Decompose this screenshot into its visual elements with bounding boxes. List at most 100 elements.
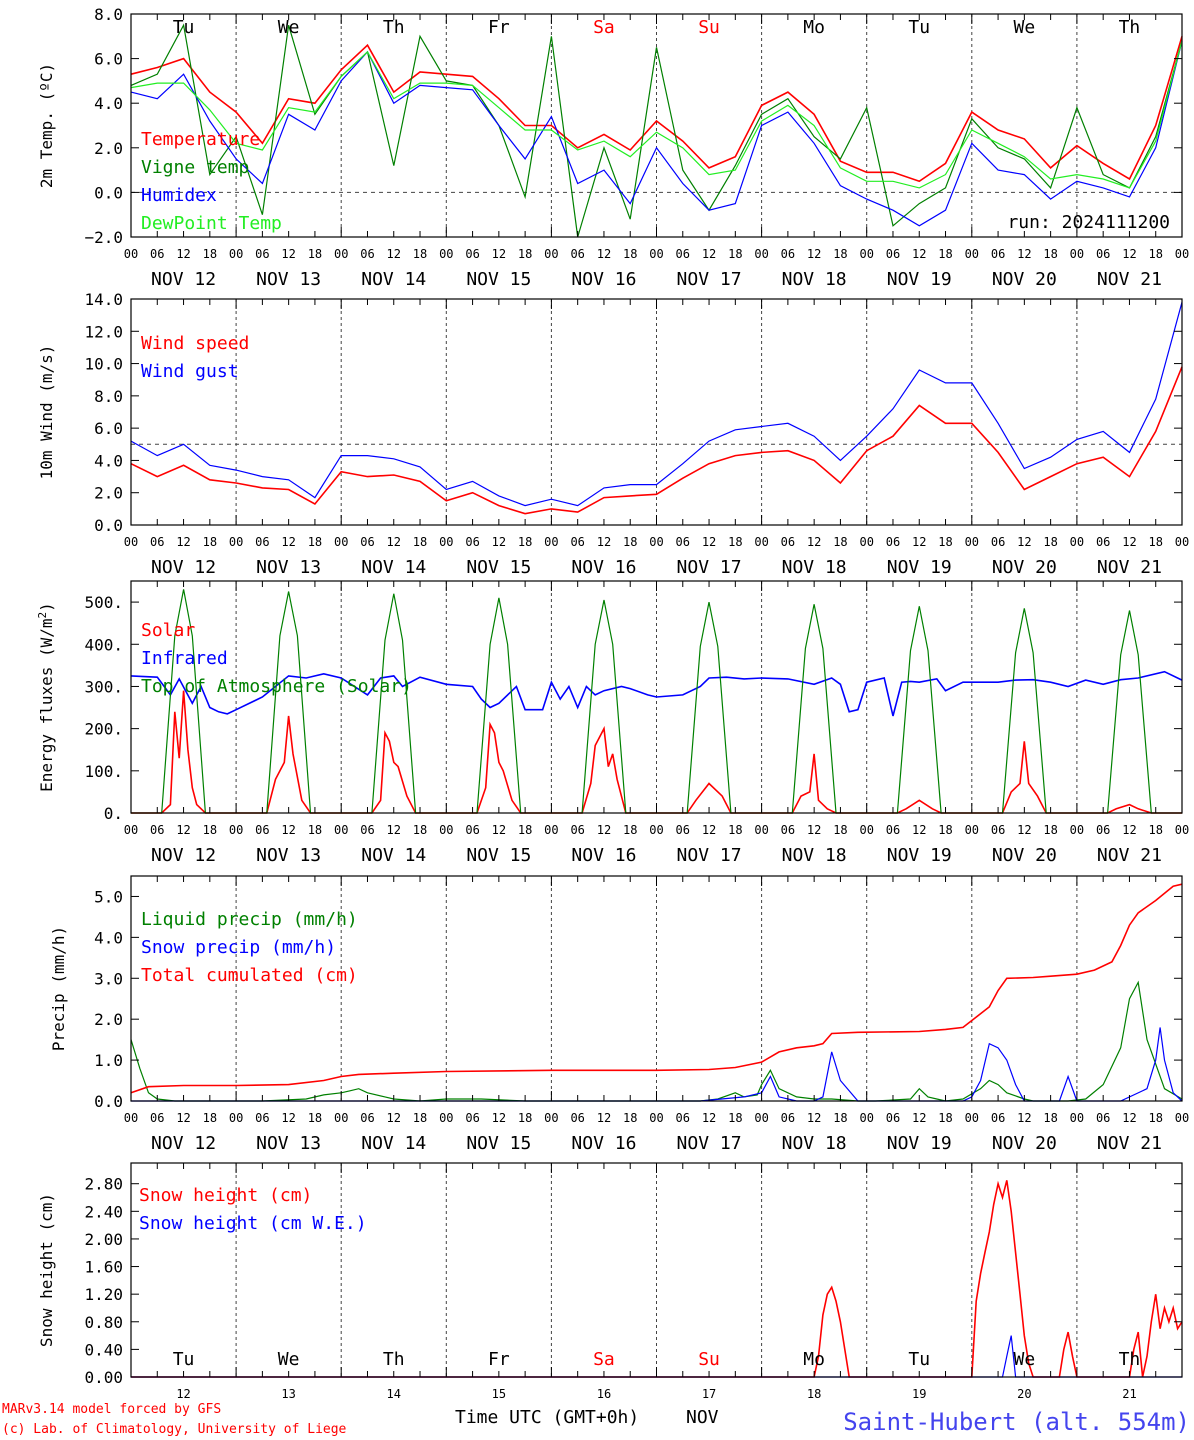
hour-tick-label: 06 (150, 535, 164, 549)
hour-tick-label: 06 (676, 535, 690, 549)
series-line-4 (130, 40, 1183, 189)
hour-tick-label: 06 (781, 535, 795, 549)
footer: Time UTC (GMT+0h) NOV MARv3.14 model for… (2, 1387, 1190, 1437)
hour-tick-label: 00 (965, 247, 979, 261)
bottom-day-number: 19 (912, 1387, 926, 1401)
closing-paren: ) (37, 602, 56, 612)
hour-tick-label: 00 (1070, 535, 1084, 549)
hour-tick-label: 12 (492, 535, 506, 549)
hour-tick-label: 06 (1096, 535, 1110, 549)
y-axis-label: 10m Wind (m/s) (37, 345, 56, 480)
series-line-2 (130, 302, 1183, 507)
y-tick-label: 2.80 (84, 1175, 123, 1194)
day-of-week-top: Mo (803, 17, 825, 38)
hour-tick-label: 12 (807, 1111, 821, 1125)
hour-tick-label: 06 (676, 823, 690, 837)
hour-tick-label: 18 (728, 823, 742, 837)
hour-tick-label: 18 (203, 535, 217, 549)
day-of-week-bottom: We (278, 1349, 300, 1370)
hour-tick-label: 12 (597, 1111, 611, 1125)
hour-tick-label: 00 (334, 535, 348, 549)
bottom-day-number: 16 (597, 1387, 611, 1401)
y-tick-label: 0.40 (84, 1340, 123, 1359)
hour-tick-label: 00 (965, 535, 979, 549)
legend-entry-3: Total cumulated (cm) (141, 965, 358, 986)
hour-tick-label: 18 (728, 1111, 742, 1125)
y-tick-label: 100. (84, 762, 123, 781)
hour-tick-label: 06 (570, 823, 584, 837)
hour-tick-label: 18 (413, 1111, 427, 1125)
hour-tick-label: 00 (1175, 823, 1189, 837)
x-axis-label: Time UTC (GMT+0h) (455, 1407, 639, 1428)
y-tick-label: 1.60 (84, 1258, 123, 1277)
hour-tick-label: 06 (1096, 823, 1110, 837)
hour-tick-label: 12 (702, 1111, 716, 1125)
hour-tick-label: 18 (728, 535, 742, 549)
y-tick-label: 0.0 (94, 516, 123, 535)
legend-entry-2: Snow precip (mm/h) (141, 937, 336, 958)
panels: 8.06.04.02.00.0−2.000 06 12 18 00 06 12 18 00 06 1… (36, 5, 1190, 1387)
hour-tick-label: 06 (360, 535, 374, 549)
hour-tick-label: 06 (360, 1111, 374, 1125)
date-label: NOV 12 (151, 1133, 216, 1154)
hour-tick-label: 00 (754, 535, 768, 549)
legend-entry-1: Liquid precip (mm/h) (141, 909, 358, 930)
date-label: NOV 16 (571, 1133, 636, 1154)
hour-tick-label: 18 (308, 535, 322, 549)
hour-tick-label: 06 (255, 1111, 269, 1125)
date-label: NOV 18 (782, 557, 847, 578)
hour-tick-label: 06 (991, 247, 1005, 261)
hour-tick-label: 00 (439, 247, 453, 261)
bottom-day-number: 14 (387, 1387, 401, 1401)
hour-tick-label: 18 (1043, 823, 1057, 837)
hour-tick-label: 12 (702, 823, 716, 837)
hour-tick-label: 00 (859, 823, 873, 837)
day-of-week-top: Th (383, 17, 405, 38)
series-line-1 (130, 366, 1183, 515)
hour-tick-label: 00 (334, 247, 348, 261)
hour-tick-label: 18 (1148, 1111, 1162, 1125)
date-label: NOV 21 (1097, 557, 1162, 578)
panel-2: 14.012.010.08.06.04.02.00.000 06 12 18 00 06 1… (37, 290, 1189, 578)
hour-tick-label: 12 (1122, 247, 1136, 261)
date-label: NOV 21 (1097, 269, 1162, 290)
legend-entry-3: Humidex (141, 185, 217, 206)
bottom-day-number: 18 (807, 1387, 821, 1401)
day-of-week-bottom: Sa (593, 1349, 615, 1370)
hour-tick-label: 00 (1070, 247, 1084, 261)
hour-tick-label: 06 (465, 1111, 479, 1125)
hour-tick-label: 06 (570, 1111, 584, 1125)
y-tick-label: 0. (104, 804, 123, 823)
hour-tick-label: 18 (833, 1111, 847, 1125)
day-of-week-bottom: Mo (803, 1349, 825, 1370)
hour-tick-label: 00 (1175, 1111, 1189, 1125)
y-tick-label: 200. (84, 720, 123, 739)
hour-tick-label: 18 (623, 823, 637, 837)
hour-tick-label: 18 (1148, 247, 1162, 261)
hour-tick-label: 18 (518, 1111, 532, 1125)
legend-entry-1: Solar (141, 620, 195, 641)
date-label: NOV 21 (1097, 845, 1162, 866)
hour-tick-label: 06 (991, 1111, 1005, 1125)
hour-tick-label: 06 (360, 823, 374, 837)
y-tick-label: 8.0 (94, 5, 123, 24)
hour-tick-label: 12 (281, 535, 295, 549)
hour-tick-label: 12 (912, 247, 926, 261)
series-line-3 (130, 883, 1183, 1094)
date-label: NOV 16 (571, 269, 636, 290)
bottom-day-number: 20 (1017, 1387, 1031, 1401)
credit-line-1: MARv3.14 model forced by GFS (2, 1402, 221, 1417)
date-label: NOV 12 (151, 845, 216, 866)
date-label: NOV 19 (887, 269, 952, 290)
day-of-week-top: Sa (593, 17, 615, 38)
hour-tick-label: 00 (859, 247, 873, 261)
day-of-week-bottom: Su (698, 1349, 720, 1370)
hour-tick-label: 12 (807, 247, 821, 261)
y-tick-label: 0.00 (84, 1368, 123, 1387)
date-label: NOV 20 (992, 1133, 1057, 1154)
hour-tick-label: 00 (124, 247, 138, 261)
hour-tick-label: 06 (676, 1111, 690, 1125)
hour-tick-label: 12 (702, 535, 716, 549)
hour-tick-label: 18 (308, 247, 322, 261)
bottom-day-number: 17 (702, 1387, 716, 1401)
